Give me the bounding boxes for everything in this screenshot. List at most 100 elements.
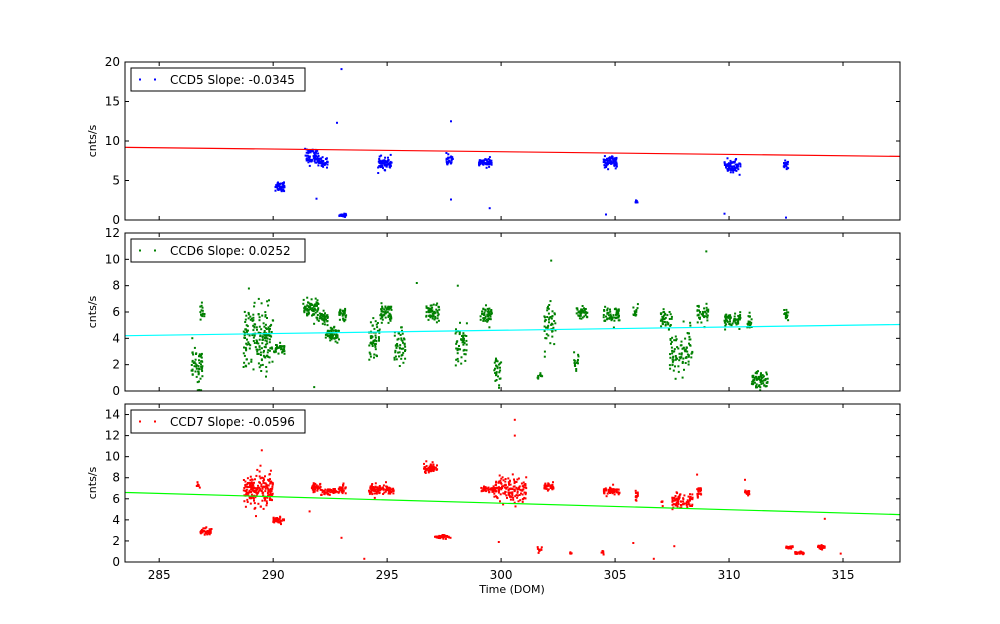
data-point xyxy=(382,488,385,491)
data-point xyxy=(430,470,432,473)
data-point xyxy=(385,164,387,167)
data-point xyxy=(516,488,519,491)
data-point xyxy=(314,311,317,314)
data-point xyxy=(493,361,496,364)
data-point xyxy=(266,300,269,303)
data-point xyxy=(382,314,385,317)
data-point xyxy=(251,319,254,322)
data-point xyxy=(380,488,383,491)
data-point xyxy=(320,314,323,317)
data-point xyxy=(327,493,330,496)
data-point xyxy=(310,487,313,489)
data-point xyxy=(199,377,202,380)
data-point xyxy=(521,498,524,501)
data-point xyxy=(257,502,260,505)
data-point xyxy=(266,317,268,319)
data-point xyxy=(682,498,685,501)
data-point xyxy=(200,363,202,366)
data-point xyxy=(511,473,514,476)
data-point xyxy=(494,379,497,382)
fit-line-ccd7 xyxy=(125,491,900,516)
data-point xyxy=(691,503,694,506)
data-point xyxy=(739,316,742,319)
data-point xyxy=(787,547,790,550)
data-point xyxy=(327,489,330,492)
data-point xyxy=(496,360,499,363)
data-point xyxy=(257,352,260,355)
data-point xyxy=(689,497,692,500)
data-point xyxy=(389,489,391,492)
data-point xyxy=(261,363,264,366)
data-point xyxy=(384,311,387,314)
data-point xyxy=(765,373,768,376)
legend-marker xyxy=(154,78,156,81)
data-point xyxy=(259,481,261,484)
data-point xyxy=(307,159,310,162)
data-point xyxy=(679,506,682,509)
data-point xyxy=(377,172,380,174)
data-point xyxy=(268,361,271,364)
data-point xyxy=(321,314,324,317)
data-point xyxy=(319,162,322,164)
data-point xyxy=(333,333,336,336)
data-point xyxy=(540,546,543,549)
data-point xyxy=(269,490,272,493)
data-point xyxy=(321,317,324,320)
data-point xyxy=(487,489,490,492)
data-point xyxy=(737,321,739,323)
data-point xyxy=(258,338,261,341)
data-point xyxy=(601,550,604,552)
data-point xyxy=(316,310,319,313)
data-point xyxy=(200,354,203,357)
data-point xyxy=(310,298,313,301)
data-point xyxy=(759,389,762,391)
data-point xyxy=(308,302,311,305)
data-point xyxy=(698,309,700,312)
data-point xyxy=(545,326,547,329)
data-point xyxy=(428,467,431,470)
data-point xyxy=(577,358,579,361)
data-point xyxy=(387,489,390,492)
data-point xyxy=(548,304,551,306)
data-point xyxy=(674,495,677,497)
data-point xyxy=(278,346,281,348)
data-point xyxy=(312,155,315,158)
data-point xyxy=(320,157,323,160)
data-point xyxy=(728,167,730,169)
data-point xyxy=(267,478,270,481)
data-point xyxy=(373,327,376,330)
data-point xyxy=(336,490,339,493)
y-tick-label: 15 xyxy=(105,95,120,109)
data-point xyxy=(257,331,260,334)
data-point xyxy=(371,493,374,496)
data-point xyxy=(603,319,606,322)
data-point xyxy=(309,150,312,153)
data-point xyxy=(269,325,272,327)
data-point xyxy=(495,480,498,483)
data-point xyxy=(247,492,250,495)
data-point xyxy=(264,343,267,346)
y-tick-label: 0 xyxy=(112,384,120,398)
data-point xyxy=(485,166,488,169)
data-point xyxy=(703,307,706,310)
data-point xyxy=(616,310,619,313)
data-point xyxy=(343,212,346,215)
data-point xyxy=(198,367,201,370)
data-point xyxy=(482,163,485,166)
data-point xyxy=(249,344,252,347)
data-point xyxy=(263,330,266,332)
data-point xyxy=(438,308,441,311)
data-point xyxy=(484,319,487,322)
data-point xyxy=(387,156,389,159)
data-point xyxy=(275,517,278,520)
data-point xyxy=(456,352,459,355)
data-point xyxy=(524,491,527,494)
data-point xyxy=(337,491,340,494)
data-point xyxy=(617,491,620,494)
data-point xyxy=(735,323,738,326)
data-point xyxy=(457,360,460,363)
data-point xyxy=(606,162,609,165)
data-point xyxy=(755,372,758,375)
data-point xyxy=(376,487,379,490)
data-point xyxy=(549,300,552,303)
